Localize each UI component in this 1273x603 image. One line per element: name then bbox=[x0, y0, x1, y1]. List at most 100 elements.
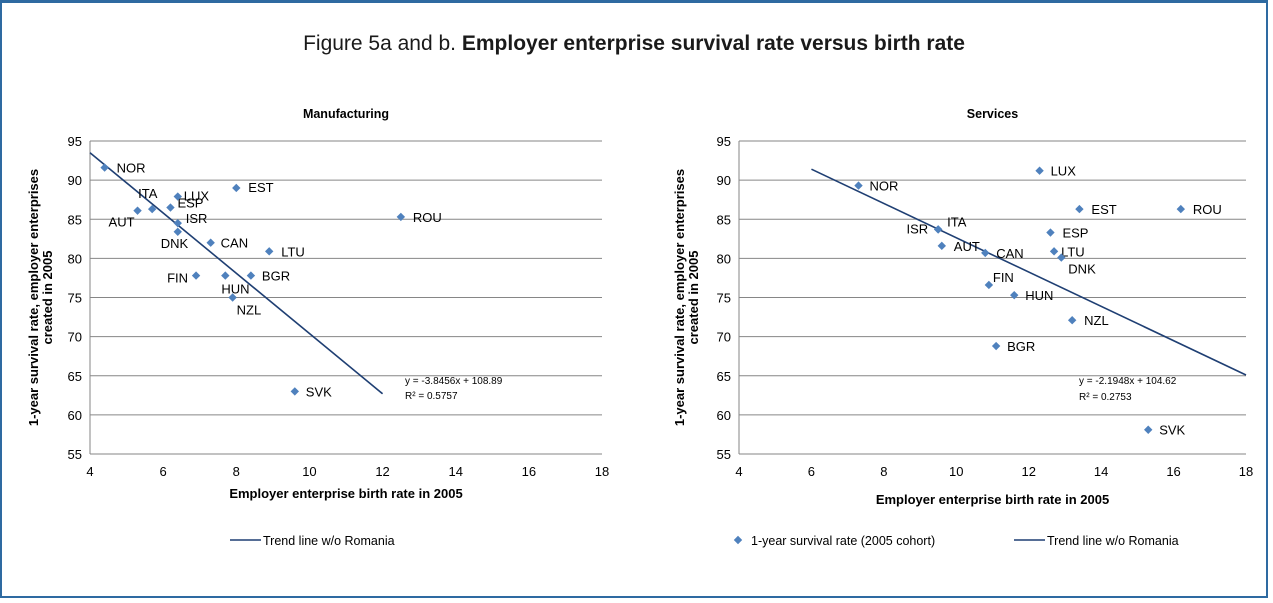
chart-manufacturing: Manufacturing 55 60 65 70 75 80 85 90 95 4 6 8 10 12 14… bbox=[26, 107, 609, 548]
x-tick-label: 18 bbox=[595, 464, 609, 479]
data-point bbox=[981, 248, 990, 258]
data-point-label: EST bbox=[248, 180, 273, 195]
x-tick-label: 14 bbox=[1094, 464, 1108, 479]
x-tick-label: 4 bbox=[86, 464, 93, 479]
y-tick-label: 95 bbox=[717, 134, 731, 149]
data-point-label: ISR bbox=[186, 211, 208, 226]
y-tick-label: 55 bbox=[68, 447, 82, 462]
data-point bbox=[166, 203, 175, 212]
x-tick-label: 10 bbox=[302, 464, 316, 479]
data-point-label: NOR bbox=[870, 179, 899, 194]
legend-marker-swatch bbox=[733, 535, 743, 545]
data-point bbox=[1049, 247, 1059, 256]
figure-title: Figure 5a and b. Employer enterprise sur… bbox=[0, 32, 1268, 56]
y-tick-label: 65 bbox=[68, 369, 82, 384]
figure-title-bold: Employer enterprise survival rate versus… bbox=[461, 32, 965, 55]
data-point-label: FIN bbox=[993, 270, 1014, 285]
data-point-label: BGR bbox=[262, 269, 290, 284]
data-point bbox=[133, 206, 142, 215]
y-tick-label: 60 bbox=[68, 408, 82, 423]
y-tick-label: 75 bbox=[717, 291, 731, 306]
trend-line bbox=[89, 152, 384, 395]
data-point-label: LUX bbox=[1051, 164, 1077, 179]
data-point bbox=[1144, 425, 1153, 434]
data-point-label: DNK bbox=[1068, 262, 1096, 277]
x-tick-label: 8 bbox=[880, 464, 887, 479]
data-point bbox=[1035, 166, 1044, 175]
data-point-label: SVK bbox=[1159, 423, 1185, 438]
y-axis-label: created in 2005 bbox=[686, 251, 701, 345]
data-point bbox=[290, 387, 299, 396]
data-point bbox=[1067, 315, 1077, 325]
y-tick-label: 55 bbox=[717, 447, 731, 462]
data-point bbox=[228, 293, 237, 302]
data-point bbox=[232, 183, 241, 193]
legend-entry-label: Trend line w/o Romania bbox=[263, 534, 395, 548]
data-point-label: BGR bbox=[1007, 339, 1035, 354]
y-tick-label: 85 bbox=[717, 212, 731, 227]
data-point-label: SVK bbox=[306, 384, 332, 399]
data-point bbox=[265, 247, 274, 256]
trend-r-squared: R² = 0.5757 bbox=[405, 391, 458, 402]
data-point-label: CAN bbox=[221, 236, 248, 251]
data-point bbox=[1075, 204, 1084, 214]
data-point-label: LTU bbox=[1061, 244, 1085, 259]
x-tick-label: 16 bbox=[522, 464, 536, 479]
chart-services: Services 55 60 65 70 75 80 85 90 95 4 6 8 10 12 14 16 18 E… bbox=[672, 107, 1253, 548]
data-point-label: AUT bbox=[109, 215, 135, 230]
x-tick-label: 6 bbox=[808, 464, 815, 479]
x-tick-label: 12 bbox=[375, 464, 389, 479]
data-point bbox=[221, 271, 230, 280]
data-point-label: ISR bbox=[907, 221, 929, 236]
data-point-label: AUT bbox=[954, 239, 980, 254]
x-axis-label: Employer enterprise birth rate in 2005 bbox=[876, 492, 1109, 507]
data-point-label: ITA bbox=[947, 214, 967, 229]
data-point-label: FIN bbox=[167, 271, 188, 286]
data-point bbox=[1010, 290, 1019, 300]
trend-equation: y = -3.8456x + 108.89 bbox=[405, 376, 503, 387]
trend-r-squared: R² = 0.2753 bbox=[1079, 392, 1132, 403]
x-axis-label: Employer enterprise birth rate in 2005 bbox=[229, 486, 462, 501]
data-point bbox=[173, 227, 182, 236]
y-tick-label: 60 bbox=[717, 408, 731, 423]
data-point bbox=[206, 238, 215, 247]
data-point bbox=[937, 241, 946, 251]
data-point-label: NZL bbox=[237, 303, 262, 318]
trend-line bbox=[811, 168, 1247, 376]
y-tick-label: 65 bbox=[717, 369, 731, 384]
data-point-label: LTU bbox=[281, 244, 305, 259]
data-point-label: HUN bbox=[221, 282, 249, 297]
data-point bbox=[1176, 204, 1186, 214]
data-point-label: CAN bbox=[996, 246, 1023, 261]
y-tick-label: 70 bbox=[68, 330, 82, 345]
y-tick-label: 75 bbox=[68, 291, 82, 306]
chart-title: Services bbox=[967, 107, 1018, 121]
data-point bbox=[246, 271, 256, 280]
data-point-label: HUN bbox=[1025, 288, 1053, 303]
data-point-label: LUX bbox=[184, 189, 210, 204]
data-point bbox=[100, 163, 109, 172]
y-tick-label: 90 bbox=[68, 173, 82, 188]
data-point-label: ROU bbox=[413, 210, 442, 225]
data-point bbox=[173, 218, 182, 228]
x-tick-label: 14 bbox=[448, 464, 462, 479]
y-axis-label: 1-year survival rate, employer enterpris… bbox=[26, 169, 41, 426]
data-point bbox=[1057, 253, 1066, 262]
data-point-label: NZL bbox=[1084, 313, 1109, 328]
chart-title: Manufacturing bbox=[303, 107, 389, 121]
x-tick-label: 16 bbox=[1166, 464, 1180, 479]
data-point-label: ESP bbox=[1062, 226, 1088, 241]
y-tick-label: 90 bbox=[717, 173, 731, 188]
y-axis-label: created in 2005 bbox=[40, 251, 55, 345]
y-tick-label: 95 bbox=[68, 134, 82, 149]
x-tick-label: 6 bbox=[160, 464, 167, 479]
data-point-label: ESP bbox=[177, 196, 203, 211]
data-point-label: ROU bbox=[1193, 202, 1222, 217]
data-point bbox=[173, 192, 182, 201]
x-tick-label: 18 bbox=[1239, 464, 1253, 479]
data-point bbox=[1046, 228, 1055, 237]
data-point-label: DNK bbox=[161, 236, 189, 251]
data-point-label: EST bbox=[1091, 202, 1116, 217]
y-tick-label: 70 bbox=[717, 330, 731, 345]
